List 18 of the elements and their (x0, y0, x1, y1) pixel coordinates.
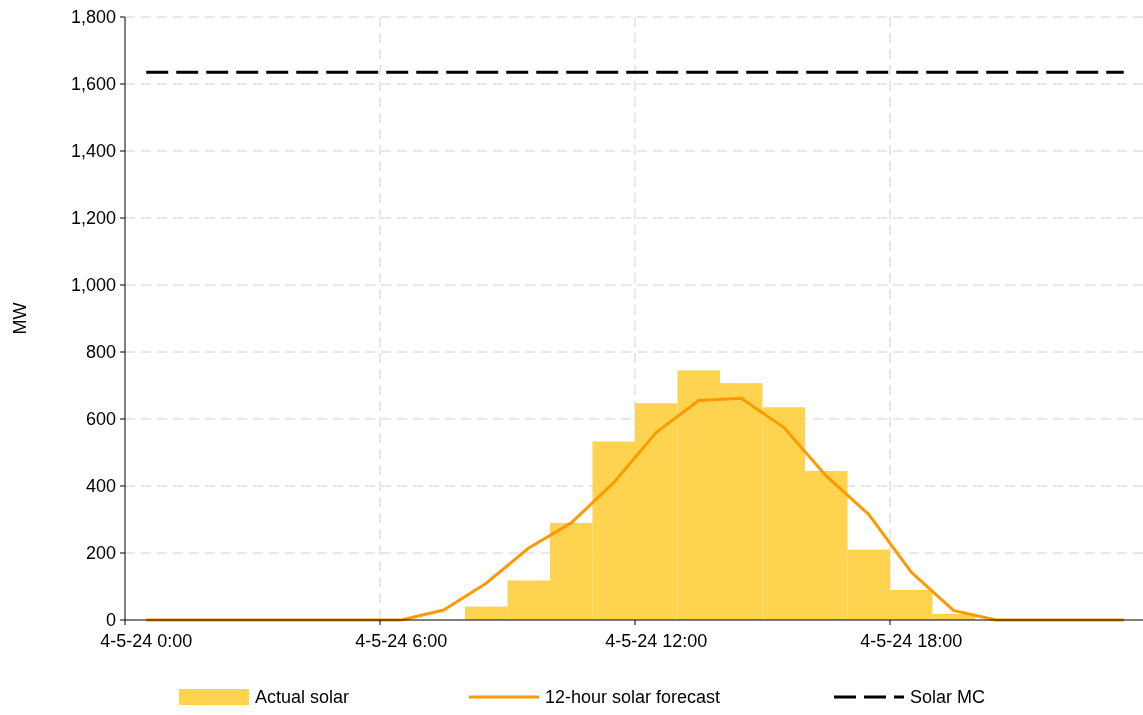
y-tick-label: 200 (85, 543, 116, 564)
x-tick-label: 4-5-24 6:00 (355, 631, 448, 651)
x-tick-label: 4-5-24 12:00 (605, 631, 708, 651)
y-tick-label: 0 (105, 610, 116, 631)
y-tick-label: 400 (85, 476, 116, 497)
x-tick-label: 4-5-24 18:00 (860, 631, 963, 651)
y-tick-label: 1,800 (70, 7, 116, 28)
y-tick-label: 1,400 (70, 141, 116, 162)
legend-label: 12-hour solar forecast (545, 687, 721, 708)
y-axis-title: MW (10, 302, 30, 335)
y-tick-label: 800 (85, 342, 116, 363)
legend-label: Solar MC (910, 687, 986, 708)
x-tick-label: 4-5-24 0:00 (100, 631, 193, 651)
y-tick-label: 1,000 (70, 275, 116, 296)
y-tick-label: 600 (85, 409, 116, 430)
legend-label: Actual solar (255, 687, 350, 708)
y-tick-label: 1,600 (70, 74, 116, 95)
y-tick-label: 1,200 (70, 208, 116, 229)
